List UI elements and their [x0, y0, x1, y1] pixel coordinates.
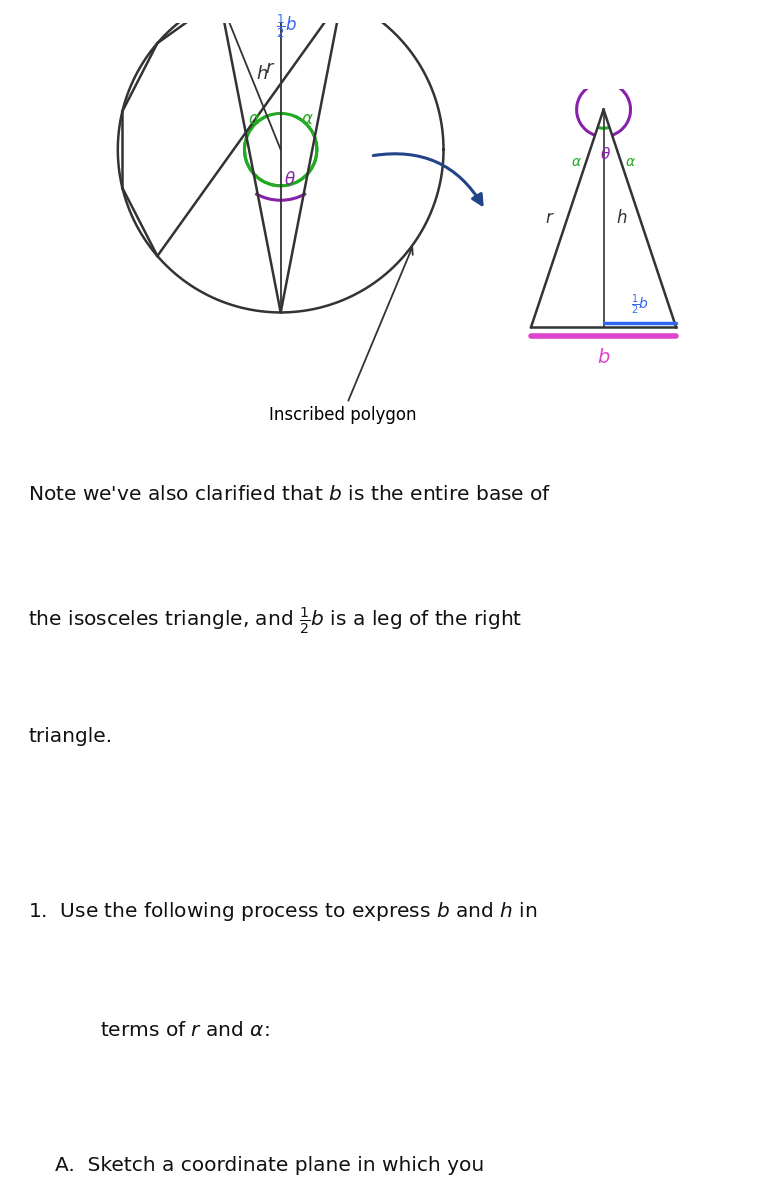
Text: $\theta$: $\theta$ [600, 146, 611, 162]
Text: $\theta$: $\theta$ [284, 170, 296, 188]
Text: $h$: $h$ [616, 210, 627, 228]
Text: $r$: $r$ [264, 59, 275, 77]
Text: $\alpha$: $\alpha$ [301, 110, 313, 128]
Text: $\alpha$: $\alpha$ [248, 110, 261, 128]
Text: $h$: $h$ [257, 65, 269, 83]
Text: $r$: $r$ [545, 210, 555, 228]
Text: $b$: $b$ [597, 348, 610, 367]
Text: $\frac{1}{2}b$: $\frac{1}{2}b$ [631, 293, 649, 317]
Text: Note we've also clarified that $b$ is the entire base of: Note we've also clarified that $b$ is th… [28, 485, 552, 504]
Text: $\alpha$: $\alpha$ [625, 155, 636, 169]
Text: 1.  Use the following process to express $b$ and $h$ in: 1. Use the following process to express … [28, 900, 537, 923]
Text: triangle.: triangle. [28, 727, 112, 746]
Text: the isosceles triangle, and $\frac{1}{2}b$ is a leg of the right: the isosceles triangle, and $\frac{1}{2}… [28, 606, 523, 636]
Text: A.  Sketch a coordinate plane in which you: A. Sketch a coordinate plane in which yo… [55, 1156, 484, 1175]
Text: terms of $r$ and $\alpha$:: terms of $r$ and $\alpha$: [100, 1021, 270, 1039]
Text: $\alpha$: $\alpha$ [571, 155, 582, 169]
Text: Inscribed polygon: Inscribed polygon [269, 247, 416, 424]
Text: $\frac{1}{2}b$: $\frac{1}{2}b$ [276, 13, 297, 41]
